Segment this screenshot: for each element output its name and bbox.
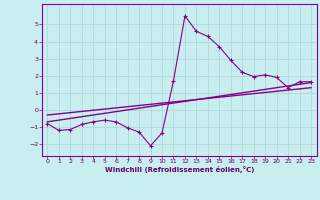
X-axis label: Windchill (Refroidissement éolien,°C): Windchill (Refroidissement éolien,°C)	[105, 166, 254, 173]
